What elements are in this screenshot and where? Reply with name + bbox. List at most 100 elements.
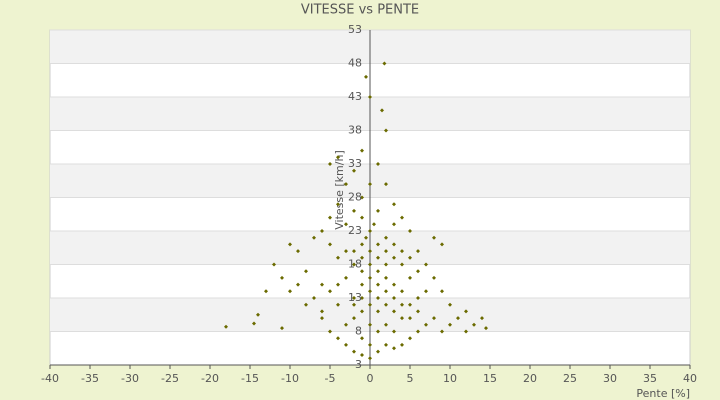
point xyxy=(376,162,380,166)
point xyxy=(320,309,324,314)
point xyxy=(364,235,368,240)
point xyxy=(384,302,388,307)
point xyxy=(360,215,364,220)
point xyxy=(360,336,364,341)
y-tick-label: 13 xyxy=(348,291,362,304)
point xyxy=(416,269,420,274)
point xyxy=(392,309,396,314)
point xyxy=(376,242,380,247)
point xyxy=(408,229,412,233)
point xyxy=(344,275,348,280)
point xyxy=(464,329,468,334)
point xyxy=(424,262,428,267)
point xyxy=(360,352,364,357)
point xyxy=(400,342,404,347)
point xyxy=(296,282,300,287)
point xyxy=(312,235,316,240)
point xyxy=(376,296,380,300)
point xyxy=(392,346,396,351)
y-tick-label: 43 xyxy=(348,90,362,103)
x-tick-label: -40 xyxy=(41,372,59,385)
point xyxy=(328,242,332,247)
point xyxy=(372,222,376,227)
point xyxy=(320,316,324,321)
y-tick-label: 23 xyxy=(348,224,362,237)
point xyxy=(384,235,388,240)
point xyxy=(376,309,380,314)
point xyxy=(392,202,396,207)
point xyxy=(360,282,364,287)
point xyxy=(416,309,420,314)
point xyxy=(384,249,388,254)
point xyxy=(376,269,380,274)
point xyxy=(328,162,332,166)
x-tick-label: 40 xyxy=(683,372,697,385)
point xyxy=(304,269,308,274)
point xyxy=(384,289,388,294)
point xyxy=(344,322,348,327)
point xyxy=(392,329,396,334)
point xyxy=(472,322,476,327)
point xyxy=(336,255,340,260)
point xyxy=(392,242,396,247)
point xyxy=(360,195,364,200)
point xyxy=(448,322,452,327)
point xyxy=(416,249,420,254)
point xyxy=(392,296,396,300)
y-tick-label: 8 xyxy=(355,325,362,338)
point xyxy=(344,249,348,254)
point xyxy=(352,316,356,321)
point xyxy=(440,329,444,334)
point xyxy=(368,289,372,294)
point xyxy=(352,296,356,300)
x-tick-label: -35 xyxy=(81,372,99,385)
point xyxy=(440,289,444,294)
point xyxy=(272,262,276,267)
point xyxy=(364,74,368,79)
x-tick-label: 35 xyxy=(643,372,657,385)
point xyxy=(344,182,348,187)
point xyxy=(352,262,356,267)
x-tick-label: -30 xyxy=(121,372,139,385)
point xyxy=(408,336,412,341)
point xyxy=(376,329,380,334)
point xyxy=(336,282,340,287)
point xyxy=(252,321,256,326)
point xyxy=(384,182,388,187)
point xyxy=(352,249,356,254)
y-tick-label: 48 xyxy=(348,57,362,70)
point xyxy=(360,269,364,274)
y-tick-label: 28 xyxy=(348,191,362,204)
point xyxy=(368,182,372,187)
point xyxy=(464,309,468,314)
point xyxy=(384,275,388,280)
point xyxy=(400,302,404,307)
point xyxy=(432,275,436,280)
point xyxy=(360,148,364,153)
point xyxy=(280,326,284,331)
x-tick-label: 15 xyxy=(483,372,497,385)
point xyxy=(382,61,387,66)
point xyxy=(416,296,420,300)
y-tick-label: 38 xyxy=(348,124,362,137)
point xyxy=(432,316,436,321)
point xyxy=(344,222,348,227)
y-tick-label: 3 xyxy=(355,358,362,371)
x-tick-label: -25 xyxy=(161,372,179,385)
y-axis-label: Vitesse [km/h] xyxy=(333,150,346,230)
point xyxy=(264,289,268,294)
point xyxy=(352,349,356,354)
point xyxy=(336,302,340,307)
point xyxy=(408,275,412,280)
point xyxy=(380,108,384,113)
point xyxy=(400,289,404,294)
point xyxy=(376,349,380,354)
point xyxy=(368,275,372,280)
point xyxy=(440,242,444,247)
point xyxy=(280,275,284,280)
point xyxy=(408,302,412,307)
point xyxy=(224,324,228,329)
point xyxy=(400,316,404,321)
